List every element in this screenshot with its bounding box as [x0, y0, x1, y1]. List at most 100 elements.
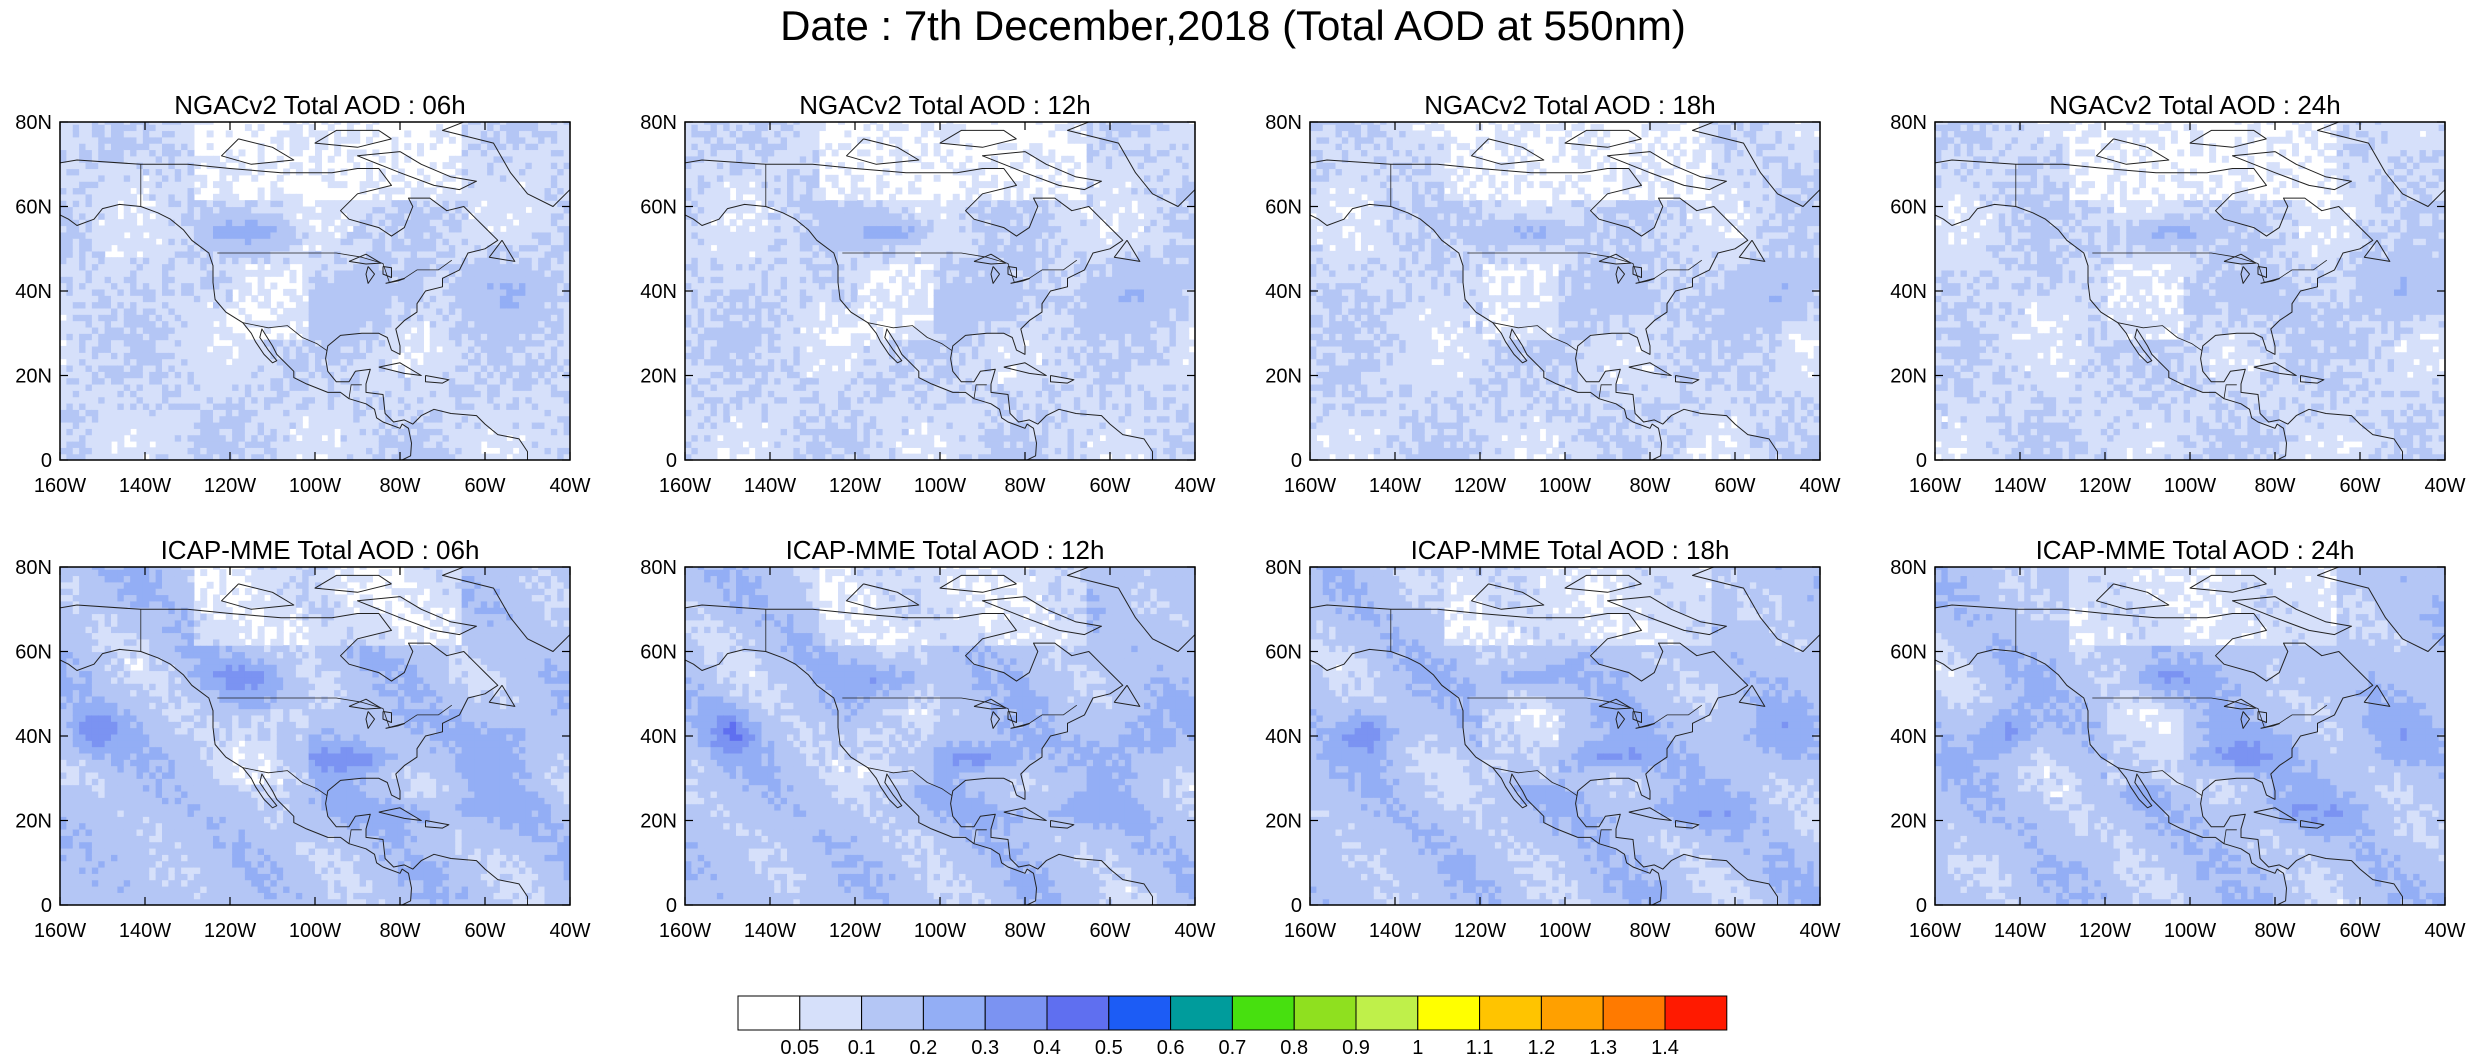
lat-tick-label: 40N — [1265, 726, 1302, 748]
aod-field — [685, 567, 1195, 905]
lat-tick-label: 60N — [1890, 197, 1927, 219]
colorbar-label: 0.5 — [1095, 1037, 1123, 1056]
lon-tick-label: 140W — [744, 920, 796, 942]
panel-title: ICAP-MME Total AOD : 18h — [1310, 535, 1830, 565]
lat-tick-label: 60N — [15, 197, 52, 219]
colorbar-label: 0.05 — [780, 1037, 819, 1056]
lon-tick-label: 80W — [1004, 475, 1045, 497]
map-canvas: 0 20N 40N 60N 80N 160W 140W 120W 100W 80W 60W 40W — [1265, 112, 1840, 497]
colorbar-label: 0.9 — [1342, 1037, 1370, 1056]
lon-tick-label: 80W — [2254, 475, 2295, 497]
colorbar-swatch — [1046, 995, 1110, 1031]
lon-tick-label: 100W — [914, 475, 966, 497]
lat-tick-label: 80N — [640, 112, 677, 134]
colorbar-swatch — [1355, 995, 1419, 1031]
coastline-outline — [1310, 122, 1820, 460]
aod-field — [1310, 122, 1820, 460]
figure-title: Date : 7th December,2018 (Total AOD at 5… — [0, 2, 2466, 50]
colorbar-label: 1.2 — [1527, 1037, 1555, 1056]
lon-tick-label: 100W — [1539, 920, 1591, 942]
coastline-outline — [1935, 122, 2445, 460]
lon-tick-label: 140W — [1994, 475, 2046, 497]
lon-tick-label: 120W — [829, 475, 881, 497]
panel-title: ICAP-MME Total AOD : 06h — [60, 535, 580, 565]
colorbar-swatch — [1293, 995, 1357, 1031]
lon-tick-label: 40W — [1799, 475, 1840, 497]
lon-tick-label: 100W — [289, 920, 341, 942]
aod-map-panel: NGACv2 Total AOD : 24h 0 20N 40N 60N 80N 160W 1… — [1875, 90, 2465, 530]
lat-tick-label: 20N — [15, 811, 52, 833]
aod-colorbar: 0.05 0.1 0.2 0.3 0.4 0.5 0.6 0.7 0.8 0.9 1 1.1 1.2 1.… — [737, 995, 1728, 1056]
colorbar-swatch — [1602, 995, 1666, 1031]
colorbar-label: 0.6 — [1157, 1037, 1185, 1056]
lat-tick-label: 0 — [1291, 450, 1302, 472]
lon-tick-label: 160W — [1284, 920, 1336, 942]
lon-tick-label: 140W — [119, 475, 171, 497]
aod-map-panel: ICAP-MME Total AOD : 24h 0 20N 40N 60N 80N 160… — [1875, 535, 2465, 975]
lon-tick-label: 160W — [1284, 475, 1336, 497]
colorbar-label: 1.3 — [1589, 1037, 1617, 1056]
aod-field — [1935, 122, 2445, 460]
colorbar-swatch — [861, 995, 924, 1031]
lat-tick-label: 80N — [1265, 557, 1302, 579]
colorbar-swatch — [1108, 995, 1172, 1031]
lon-tick-label: 140W — [1369, 920, 1421, 942]
lon-tick-label: 60W — [1714, 920, 1755, 942]
lon-tick-label: 160W — [1909, 475, 1961, 497]
map-canvas: 0 20N 40N 60N 80N 160W 140W 120W 100W 80W 60W 40W — [640, 557, 1215, 942]
lon-tick-label: 40W — [1799, 920, 1840, 942]
lon-tick-label: 60W — [2339, 920, 2380, 942]
lat-tick-label: 60N — [640, 197, 677, 219]
colorbar-label: 0.8 — [1280, 1037, 1308, 1056]
aod-map-panel: ICAP-MME Total AOD : 18h 0 20N 40N 60N 80N 160… — [1250, 535, 1840, 975]
lat-tick-label: 80N — [15, 112, 52, 134]
panel-title: NGACv2 Total AOD : 24h — [1935, 90, 2455, 120]
aod-field — [60, 122, 570, 460]
lon-tick-label: 60W — [464, 920, 505, 942]
lat-tick-label: 0 — [1916, 450, 1927, 472]
lat-tick-label: 40N — [15, 281, 52, 303]
lat-tick-label: 0 — [666, 450, 677, 472]
lon-tick-label: 160W — [659, 475, 711, 497]
lon-tick-label: 140W — [1994, 920, 2046, 942]
lon-tick-label: 80W — [379, 920, 420, 942]
lat-tick-label: 20N — [1265, 366, 1302, 388]
lat-tick-label: 20N — [1890, 811, 1927, 833]
lon-tick-label: 120W — [2079, 920, 2131, 942]
lat-tick-label: 40N — [1890, 281, 1927, 303]
lon-tick-label: 40W — [549, 920, 590, 942]
lat-tick-label: 0 — [41, 895, 52, 917]
lon-tick-label: 120W — [204, 920, 256, 942]
lat-tick-label: 40N — [1890, 726, 1927, 748]
lat-tick-label: 40N — [640, 281, 677, 303]
lon-tick-label: 120W — [829, 920, 881, 942]
lat-tick-label: 20N — [1265, 811, 1302, 833]
lat-tick-label: 60N — [1265, 642, 1302, 664]
lon-tick-label: 100W — [914, 920, 966, 942]
map-canvas: 0 20N 40N 60N 80N 160W 140W 120W 100W 80W 60W 40W — [1890, 112, 2465, 497]
coastline-outline — [1310, 567, 1820, 905]
panel-title: NGACv2 Total AOD : 12h — [685, 90, 1205, 120]
lon-tick-label: 60W — [1089, 475, 1130, 497]
lon-tick-label: 160W — [34, 475, 86, 497]
lon-tick-label: 140W — [744, 475, 796, 497]
coastline-outline — [60, 122, 570, 460]
lon-tick-label: 40W — [1174, 920, 1215, 942]
lat-tick-label: 80N — [15, 557, 52, 579]
lon-tick-label: 160W — [1909, 920, 1961, 942]
coastline-outline — [685, 567, 1195, 905]
lon-tick-label: 60W — [464, 475, 505, 497]
aod-field — [1310, 567, 1820, 905]
lat-tick-label: 80N — [1890, 112, 1927, 134]
lon-tick-label: 100W — [1539, 475, 1591, 497]
lon-tick-label: 120W — [1454, 475, 1506, 497]
colorbar-label: 0.4 — [1033, 1037, 1061, 1056]
colorbar-label: 1.4 — [1651, 1037, 1679, 1056]
colorbar-label: 0.7 — [1218, 1037, 1246, 1056]
lon-tick-label: 40W — [1174, 475, 1215, 497]
lon-tick-label: 80W — [379, 475, 420, 497]
coastline-outline — [685, 122, 1195, 460]
lat-tick-label: 60N — [15, 642, 52, 664]
colorbar-swatch — [799, 995, 863, 1031]
map-canvas: 0 20N 40N 60N 80N 160W 140W 120W 100W 80W 60W 40W — [640, 112, 1215, 497]
